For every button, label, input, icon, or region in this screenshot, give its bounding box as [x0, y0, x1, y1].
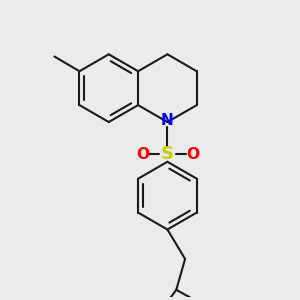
Text: S: S [161, 146, 174, 164]
Text: O: O [186, 147, 199, 162]
Text: O: O [136, 147, 149, 162]
Text: N: N [161, 113, 174, 128]
